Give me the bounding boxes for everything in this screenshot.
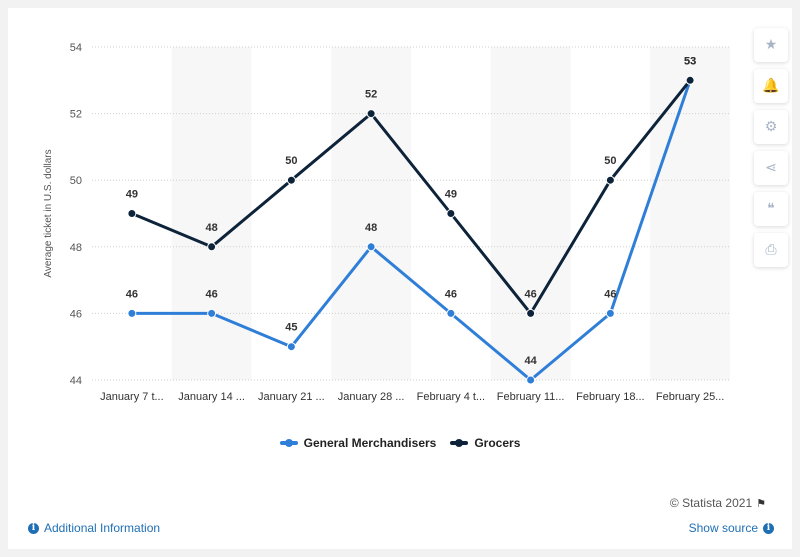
category-band <box>331 47 411 380</box>
info-icon: i <box>28 522 39 534</box>
gear-icon[interactable]: ⚙ <box>754 110 788 144</box>
data-point <box>446 209 456 218</box>
data-label: 49 <box>445 189 457 201</box>
data-label: 49 <box>126 189 138 201</box>
data-point <box>366 242 376 252</box>
data-label: 53 <box>684 55 696 67</box>
data-label: 44 <box>525 355 538 367</box>
legend-label: General Merchandisers <box>303 436 437 450</box>
x-tick-label: February 11... <box>497 391 565 403</box>
x-tick-label: February 25... <box>656 391 724 403</box>
chart-card: 44 46 48 50 52 54 Average ticket in U.S. dolla… <box>8 8 792 549</box>
data-label: 46 <box>604 288 616 300</box>
category-band <box>490 47 571 380</box>
info-icon: i <box>763 522 774 534</box>
show-source-label: Show source <box>688 521 758 535</box>
x-tick-label: January 7 t... <box>100 391 164 403</box>
data-label: 45 <box>285 322 297 334</box>
legend-swatch-grocers <box>450 439 469 447</box>
data-label: 50 <box>604 155 616 167</box>
y-tick-label: 48 <box>70 242 82 254</box>
print-icon[interactable]: ⎙ <box>754 233 788 267</box>
star-icon[interactable]: ★ <box>754 28 788 62</box>
series-line <box>130 78 692 382</box>
data-label: 50 <box>285 155 297 167</box>
y-tick-label: 44 <box>70 375 82 387</box>
x-tick-label: February 18... <box>576 391 644 403</box>
data-point <box>207 242 217 252</box>
data-label: 48 <box>206 222 218 234</box>
data-point <box>366 109 376 119</box>
data-label: 46 <box>206 288 218 300</box>
x-tick-label: January 21 ... <box>258 391 325 403</box>
y-axis-title: Average ticket in U.S. dollars <box>43 149 54 277</box>
category-band <box>171 47 252 380</box>
data-point <box>286 175 296 185</box>
bell-icon[interactable]: 🔔 <box>754 69 788 103</box>
legend-item-grocers[interactable]: Grocers <box>450 436 520 450</box>
credits[interactable]: © Statista 2021 ⚑ <box>670 496 766 510</box>
line-chart: 44 46 48 50 52 54 Average ticket in U.S. dolla… <box>43 42 730 403</box>
data-label: 48 <box>365 222 377 234</box>
x-tick-label: January 28 ... <box>338 391 405 403</box>
additional-information-label: Additional Information <box>44 521 161 535</box>
data-label: 53 <box>684 55 696 67</box>
data-point <box>526 375 536 385</box>
data-point <box>127 308 137 318</box>
legend-item-general-merchandisers[interactable]: General Merchandisers <box>279 436 437 450</box>
additional-information-link[interactable]: i Additional Information <box>28 521 160 535</box>
data-point <box>526 308 536 318</box>
x-tick-label: January 14 ... <box>178 391 245 403</box>
x-tick-label: February 4 t... <box>417 391 485 403</box>
data-point <box>605 175 615 185</box>
data-point <box>446 308 456 318</box>
y-tick-label: 52 <box>70 109 82 121</box>
flag-icon: ⚑ <box>756 496 766 510</box>
data-point <box>207 308 217 318</box>
data-point <box>685 75 695 85</box>
quote-icon[interactable]: ❝ <box>754 192 788 226</box>
data-point <box>286 342 296 352</box>
credits-text: © Statista 2021 <box>669 496 753 510</box>
data-label: 46 <box>525 288 537 300</box>
data-label: 46 <box>126 288 138 300</box>
data-point <box>127 209 137 218</box>
chart-legend: General Merchandisers Grocers <box>8 436 792 450</box>
chart-toolbar: ★ 🔔 ⚙ ⋖ ❝ ⎙ <box>754 28 788 274</box>
legend-swatch-general-merchandisers <box>279 439 298 447</box>
data-label: 52 <box>365 89 377 101</box>
share-icon[interactable]: ⋖ <box>754 151 788 185</box>
y-tick-label: 54 <box>70 42 82 54</box>
data-point <box>605 308 615 318</box>
data-label: 46 <box>445 288 457 300</box>
legend-label: Grocers <box>474 436 521 450</box>
series-line <box>130 78 692 315</box>
y-tick-label: 46 <box>70 308 82 320</box>
y-tick-label: 50 <box>70 175 82 187</box>
show-source-link[interactable]: Show source i <box>689 521 774 535</box>
category-band <box>650 47 730 380</box>
